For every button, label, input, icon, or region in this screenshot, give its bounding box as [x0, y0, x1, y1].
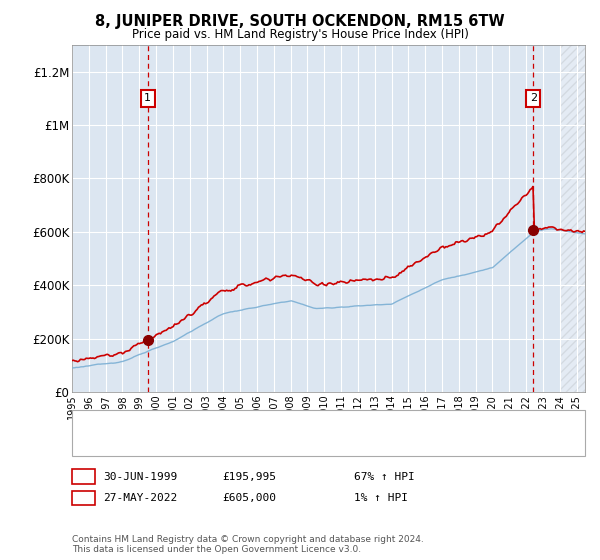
Text: 1: 1 [144, 93, 151, 103]
Text: Contains HM Land Registry data © Crown copyright and database right 2024.
This d: Contains HM Land Registry data © Crown c… [72, 535, 424, 554]
Text: ——: —— [84, 438, 112, 452]
Text: 30-JUN-1999: 30-JUN-1999 [103, 472, 178, 482]
Text: 2: 2 [80, 493, 87, 503]
Text: 8, JUNIPER DRIVE, SOUTH OCKENDON, RM15 6TW (detached house): 8, JUNIPER DRIVE, SOUTH OCKENDON, RM15 6… [117, 419, 470, 430]
Text: 2: 2 [530, 93, 537, 103]
Text: £195,995: £195,995 [222, 472, 276, 482]
Text: 1% ↑ HPI: 1% ↑ HPI [354, 493, 408, 503]
Bar [560, 45, 585, 392]
Text: 27-MAY-2022: 27-MAY-2022 [103, 493, 178, 503]
Text: £605,000: £605,000 [222, 493, 276, 503]
Text: 1: 1 [80, 472, 87, 482]
Text: HPI: Average price, detached house, Thurrock: HPI: Average price, detached house, Thur… [117, 440, 356, 450]
Text: Price paid vs. HM Land Registry's House Price Index (HPI): Price paid vs. HM Land Registry's House … [131, 28, 469, 41]
Text: ——: —— [84, 417, 112, 431]
Text: 67% ↑ HPI: 67% ↑ HPI [354, 472, 415, 482]
Text: 8, JUNIPER DRIVE, SOUTH OCKENDON, RM15 6TW: 8, JUNIPER DRIVE, SOUTH OCKENDON, RM15 6… [95, 14, 505, 29]
Bar [560, 45, 585, 392]
